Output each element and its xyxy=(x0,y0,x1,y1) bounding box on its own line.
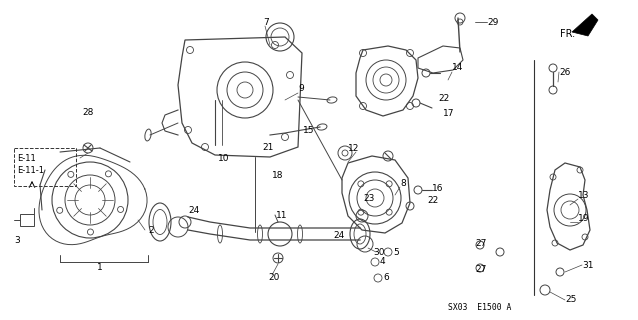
Text: 22: 22 xyxy=(438,93,449,102)
Text: 11: 11 xyxy=(276,211,288,220)
Text: 4: 4 xyxy=(380,258,385,267)
Text: E-11: E-11 xyxy=(17,154,36,163)
Text: SX03  E1500 A: SX03 E1500 A xyxy=(448,303,512,313)
Text: 21: 21 xyxy=(262,142,273,151)
Text: 28: 28 xyxy=(82,108,93,116)
Text: 5: 5 xyxy=(393,247,399,257)
Text: 15: 15 xyxy=(303,125,315,134)
Text: 31: 31 xyxy=(582,260,593,269)
Text: 13: 13 xyxy=(578,190,590,199)
Text: 3: 3 xyxy=(14,236,20,244)
Text: 29: 29 xyxy=(487,18,498,27)
Text: 24: 24 xyxy=(188,205,199,214)
Text: 10: 10 xyxy=(218,154,230,163)
Text: 20: 20 xyxy=(268,274,279,283)
Text: 6: 6 xyxy=(383,274,389,283)
Text: 9: 9 xyxy=(298,84,304,92)
Text: 23: 23 xyxy=(363,194,375,203)
Text: 22: 22 xyxy=(427,196,438,204)
Bar xyxy=(20,214,34,226)
Text: 27: 27 xyxy=(475,266,486,275)
Text: 19: 19 xyxy=(578,213,590,222)
Text: 26: 26 xyxy=(559,68,570,76)
Text: 30: 30 xyxy=(373,247,385,257)
Text: 17: 17 xyxy=(443,108,454,117)
Text: 18: 18 xyxy=(272,171,283,180)
Text: FR.: FR. xyxy=(560,29,575,39)
Text: E-11-1: E-11-1 xyxy=(17,165,44,174)
Text: 12: 12 xyxy=(348,143,359,153)
Polygon shape xyxy=(572,14,598,36)
Text: 14: 14 xyxy=(452,62,463,71)
Text: 25: 25 xyxy=(565,295,576,305)
Text: 2: 2 xyxy=(148,226,154,235)
Text: 1: 1 xyxy=(97,263,103,273)
Bar xyxy=(14,148,76,186)
Text: 27: 27 xyxy=(475,238,486,247)
Text: 8: 8 xyxy=(400,179,406,188)
Text: 7: 7 xyxy=(263,18,269,27)
Text: 24: 24 xyxy=(333,230,345,239)
Text: 16: 16 xyxy=(432,183,443,193)
